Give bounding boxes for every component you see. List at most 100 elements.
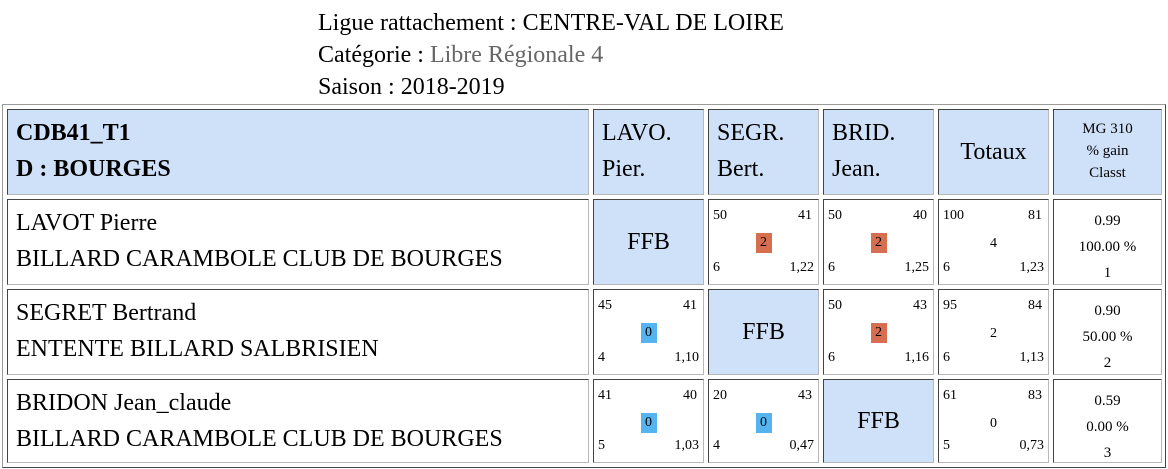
match-average: 1,25 (904, 260, 930, 275)
ligue-line: Ligue rattachement : CENTRE-VAL DE LOIRE (318, 7, 784, 39)
match-result-badge: 0 (755, 413, 772, 433)
match-average: 1,22 (789, 260, 815, 275)
total-opponent-points: 81 (1028, 208, 1042, 223)
total-points: 95 (943, 298, 957, 313)
total-innings: 6 (943, 350, 950, 365)
total-average: 0,73 (1019, 438, 1045, 453)
total-opponent-points: 83 (1028, 388, 1042, 403)
total-opponent-points: 84 (1028, 298, 1042, 313)
match-average: 1,16 (904, 350, 930, 365)
match-cell: 41 40 0 5 1,03 (593, 379, 704, 463)
match-opponent-points: 40 (913, 208, 927, 223)
column-header-line1: SEGR. (717, 120, 785, 146)
match-result-badge: 2 (870, 323, 887, 343)
match-points: 45 (598, 298, 612, 313)
mg-value: 0.59 (1094, 393, 1121, 409)
group-code: CDB41_T1 (16, 120, 131, 146)
player-cell: LAVOT Pierre BILLARD CARAMBOLE CLUB DE B… (7, 199, 589, 285)
match-innings: 6 (828, 260, 835, 275)
mg-header-cell: MG 310 % gain Classt (1053, 109, 1162, 195)
match-average: 1,03 (674, 438, 700, 453)
rank-value: 3 (1103, 445, 1112, 461)
column-header-line2: Pier. (602, 156, 646, 182)
match-cell: 45 41 0 4 1,10 (593, 289, 704, 375)
player-club: ENTENTE BILLARD SALBRISIEN (16, 336, 379, 362)
match-cell: 50 43 2 6 1,16 (823, 289, 934, 375)
mg-cell: 0.99 100.00 % 1 (1053, 199, 1162, 285)
saison-line: Saison : 2018-2019 (318, 71, 784, 103)
match-cell: 20 43 0 4 0,47 (708, 379, 819, 463)
total-average: 1,13 (1019, 350, 1045, 365)
match-points: 50 (828, 208, 842, 223)
column-header-line2: Jean. (832, 156, 881, 182)
group-header-cell: CDB41_T1 D : BOURGES (7, 109, 589, 195)
mg-header-line1: MG 310 (1082, 121, 1133, 137)
totals-cell: 61 83 0 5 0,73 (938, 379, 1049, 463)
match-opponent-points: 41 (683, 298, 697, 313)
match-innings: 5 (598, 438, 605, 453)
match-innings: 4 (713, 438, 720, 453)
mg-value: 0.99 (1094, 213, 1121, 229)
competition-header: Ligue rattachement : CENTRE-VAL DE LOIRE… (318, 7, 784, 103)
mg-header-line2: % gain (1086, 143, 1129, 159)
match-points: 41 (598, 388, 612, 403)
match-opponent-points: 41 (798, 208, 812, 223)
categorie-value: Libre Régionale 4 (429, 42, 604, 68)
mg-value: 0.90 (1094, 303, 1121, 319)
saison-value: 2018-2019 (400, 74, 505, 100)
player-name: SEGRET Bertrand (16, 300, 197, 326)
match-innings: 6 (828, 350, 835, 365)
player-cell: SEGRET Bertrand ENTENTE BILLARD SALBRISI… (7, 289, 589, 375)
column-header-line1: LAVO. (602, 120, 672, 146)
rank-value: 1 (1103, 265, 1112, 281)
match-result-badge: 2 (755, 233, 772, 253)
ffb-label: FFB (857, 407, 900, 434)
self-match-cell: FFB (593, 199, 704, 285)
rank-value: 2 (1103, 355, 1112, 371)
match-result-badge: 2 (870, 233, 887, 253)
gain-percent: 50.00 % (1082, 329, 1133, 345)
gain-percent: 100.00 % (1078, 239, 1137, 255)
column-header-segr: SEGR. Bert. (708, 109, 819, 195)
ffb-label: FFB (742, 318, 785, 345)
column-header-lavo: LAVO. Pier. (593, 109, 704, 195)
match-innings: 4 (598, 350, 605, 365)
totals-cell: 95 84 2 6 1,13 (938, 289, 1049, 375)
ligue-value: CENTRE-VAL DE LOIRE (522, 10, 784, 36)
total-result: 4 (990, 236, 997, 251)
mg-cell: 0.59 0.00 % 3 (1053, 379, 1162, 463)
mg-cell: 0.90 50.00 % 2 (1053, 289, 1162, 375)
self-match-cell: FFB (823, 379, 934, 463)
results-table: CDB41_T1 D : BOURGES LAVO. Pier. SEGR. B… (2, 104, 1166, 468)
group-name: D : BOURGES (16, 156, 171, 182)
totals-cell: 100 81 4 6 1,23 (938, 199, 1049, 285)
total-average: 1,23 (1019, 260, 1045, 275)
column-header-line2: Bert. (717, 156, 765, 182)
player-club: BILLARD CARAMBOLE CLUB DE BOURGES (16, 246, 503, 272)
player-cell: BRIDON Jean_claude BILLARD CARAMBOLE CLU… (7, 379, 589, 463)
match-opponent-points: 40 (683, 388, 697, 403)
categorie-label: Catégorie : (318, 42, 430, 68)
total-points: 61 (943, 388, 957, 403)
match-average: 1,10 (674, 350, 700, 365)
total-result: 2 (990, 326, 997, 341)
match-points: 50 (828, 298, 842, 313)
total-innings: 6 (943, 260, 950, 275)
gain-percent: 0.00 % (1086, 419, 1129, 435)
match-opponent-points: 43 (913, 298, 927, 313)
totals-header: Totaux (960, 138, 1027, 165)
ffb-label: FFB (627, 228, 670, 255)
ligue-label: Ligue rattachement : (318, 10, 523, 36)
match-result-badge: 0 (640, 323, 657, 343)
total-points: 100 (943, 208, 964, 223)
totals-header-cell: Totaux (938, 109, 1049, 195)
match-points: 20 (713, 388, 727, 403)
match-result-badge: 0 (640, 413, 657, 433)
player-name: LAVOT Pierre (16, 210, 158, 236)
total-result: 0 (990, 416, 997, 431)
categorie-line: Catégorie : Libre Régionale 4 (318, 39, 784, 71)
total-innings: 5 (943, 438, 950, 453)
player-name: BRIDON Jean_claude (16, 390, 232, 416)
match-cell: 50 41 2 6 1,22 (708, 199, 819, 285)
match-cell: 50 40 2 6 1,25 (823, 199, 934, 285)
